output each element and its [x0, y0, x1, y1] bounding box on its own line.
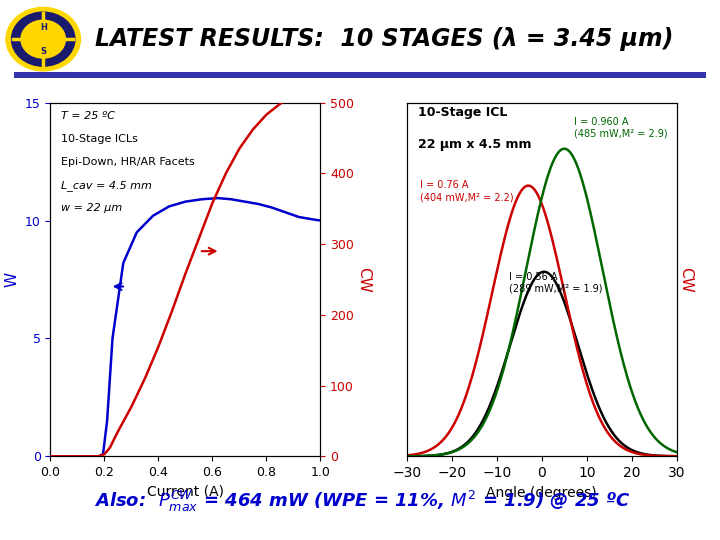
X-axis label: Current (A): Current (A) [147, 484, 224, 498]
Text: LATEST RESULTS:  10 STAGES (λ = 3.45 μm): LATEST RESULTS: 10 STAGES (λ = 3.45 μm) [95, 27, 674, 51]
Text: S: S [40, 47, 46, 56]
Y-axis label: W: W [4, 272, 19, 287]
Text: H: H [40, 23, 47, 31]
Y-axis label: CW: CW [678, 267, 693, 292]
Text: w = 22 μm: w = 22 μm [61, 204, 122, 213]
Text: 10-Stage ICLs: 10-Stage ICLs [61, 134, 138, 144]
Text: Epi-Down, HR/AR Facets: Epi-Down, HR/AR Facets [61, 158, 195, 167]
Text: I = 0.960 A
(485 mW,M² = 2.9): I = 0.960 A (485 mW,M² = 2.9) [575, 117, 668, 138]
Text: I = 0.56 A
(289 mW,M² = 1.9): I = 0.56 A (289 mW,M² = 1.9) [510, 272, 603, 294]
X-axis label: Angle (degrees): Angle (degrees) [487, 485, 597, 500]
Text: 22 μm x 4.5 mm: 22 μm x 4.5 mm [418, 138, 531, 151]
Text: 10-Stage ICL: 10-Stage ICL [418, 106, 507, 119]
Text: I = 0.76 A
(404 mW,M² = 2.2): I = 0.76 A (404 mW,M² = 2.2) [420, 180, 514, 202]
Circle shape [12, 12, 75, 66]
Circle shape [6, 8, 81, 71]
Text: L_cav = 4.5 mm: L_cav = 4.5 mm [61, 180, 152, 191]
Y-axis label: CW: CW [356, 267, 371, 292]
Circle shape [21, 20, 66, 58]
Text: T = 25 ºC: T = 25 ºC [61, 111, 115, 122]
Text: Also:  $\mathit{P}_{\mathit{max}}^{\mathit{CW}}$ = 464 mW (WPE = 11%, $\mathit{M: Also: $\mathit{P}_{\mathit{max}}^{\mathi… [94, 489, 630, 514]
